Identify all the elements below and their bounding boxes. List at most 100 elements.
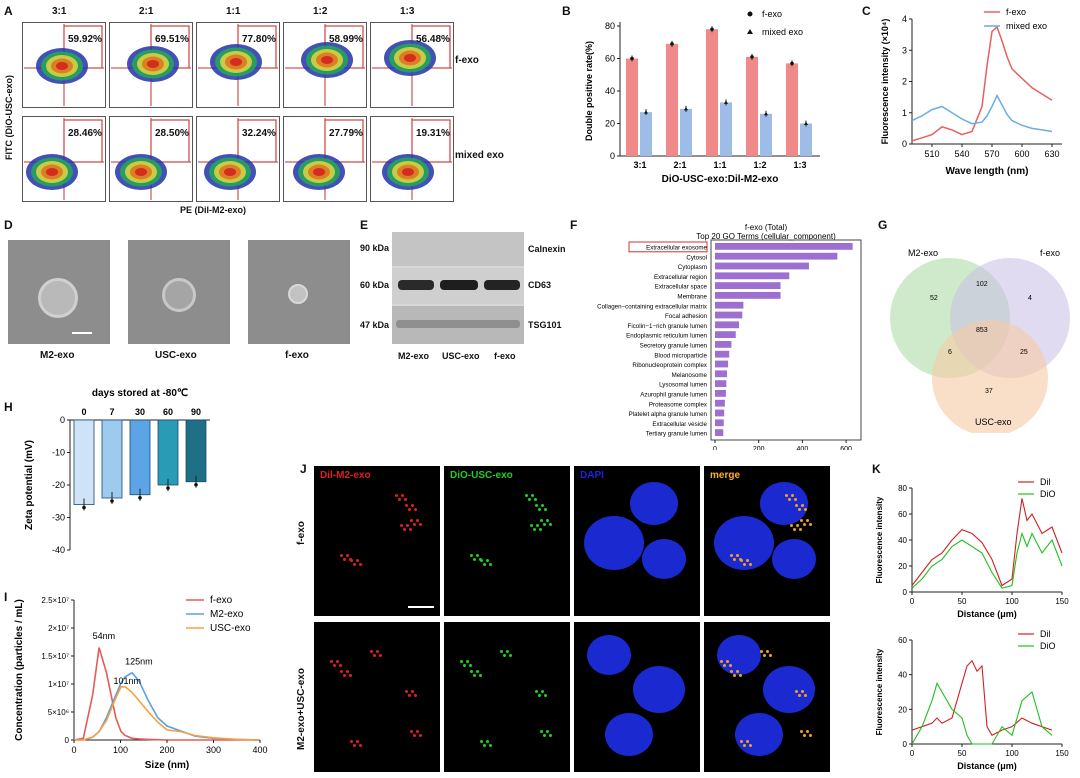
go-term-label: Cytoplasm xyxy=(678,264,707,271)
x-tick-label: 200 xyxy=(753,446,765,450)
ratio-label: 2:1 xyxy=(139,6,154,17)
gate-percentage: 28.50% xyxy=(155,128,189,139)
scale-bar xyxy=(408,606,434,608)
panel-b-bar-chart: 0 20 40 60 80 3:1 2:1 1:1 1:2 1:3 DiO-USC-exo:Dil-… xyxy=(584,9,820,184)
y-tick-label: 3 xyxy=(902,45,907,55)
y-axis-label: Fluorescence intensity xyxy=(875,648,884,735)
vesicle-signal xyxy=(509,654,512,657)
legend-marker-mixed-exo xyxy=(747,29,753,34)
go-bar xyxy=(715,370,728,378)
density-cloud xyxy=(321,56,333,64)
vesicle-signal xyxy=(736,670,739,673)
vesicle-signal xyxy=(405,504,408,507)
vesicle-signal xyxy=(463,664,466,667)
peak-label-101nm: 101nm xyxy=(114,676,142,686)
vesicle-signal xyxy=(379,654,382,657)
y-tick-label: 0 xyxy=(903,588,908,597)
data-point xyxy=(764,111,768,116)
bar-f-exo xyxy=(786,63,798,156)
vesicle-signal xyxy=(806,519,809,522)
gate-percentage: 32.24% xyxy=(242,128,276,139)
vesicle-signal xyxy=(419,523,422,526)
go-bar xyxy=(715,311,743,319)
series-line-dil xyxy=(911,498,1063,587)
vesicle-signal xyxy=(343,558,346,561)
data-point xyxy=(630,56,634,61)
vesicle-signal xyxy=(376,650,379,653)
vesicle-signal xyxy=(743,563,746,566)
vesicle-signal xyxy=(349,674,352,677)
bar-mixed-exo xyxy=(640,112,652,156)
vesicle-signal xyxy=(473,558,476,561)
vesicle-signal xyxy=(489,563,492,566)
legend-label: Dil xyxy=(1040,477,1051,487)
data-point xyxy=(804,121,808,125)
legend-f-exo: f-exo xyxy=(762,9,782,19)
tem-image-usc-exo xyxy=(128,240,230,344)
plot-frame xyxy=(710,239,862,441)
vesicle-signal xyxy=(543,523,546,526)
lane-m2-exo: M2-exo xyxy=(398,351,430,361)
nucleus xyxy=(587,635,631,675)
flow-plot: 69.51% xyxy=(109,22,193,108)
vesicle-signal xyxy=(405,690,408,693)
vesicle-signal xyxy=(373,654,376,657)
vesicle-signal xyxy=(480,740,483,743)
vesicle-signal xyxy=(346,554,349,557)
vesicle-signal xyxy=(525,494,528,497)
go-term-label: Extracellular vesicle xyxy=(652,421,707,428)
x-tick-label: 400 xyxy=(797,446,809,450)
vesicle-signal xyxy=(799,528,802,531)
y-tick-label: 40 xyxy=(898,671,907,680)
bar-f-exo xyxy=(626,58,638,156)
vesicle-signal xyxy=(486,740,489,743)
vesicle-signal xyxy=(359,563,362,566)
density-cloud xyxy=(147,60,159,68)
vesicle-signal xyxy=(541,690,544,693)
legend-mixed-exo: mixed exo xyxy=(762,27,803,37)
zeta-bar xyxy=(157,419,179,486)
vesicle-signal xyxy=(483,744,486,747)
vesicle-signal xyxy=(340,670,343,673)
vesicle-signal xyxy=(795,690,798,693)
ratio-label: 1:1 xyxy=(226,6,241,17)
go-bar xyxy=(715,262,809,270)
go-bar xyxy=(715,409,725,417)
panel-h-zeta-chart: days stored at -80℃ 0 -10 -20 -30 -40 0 7 30 60 90… xyxy=(24,388,210,555)
gate-box xyxy=(411,119,451,163)
panel-letter-e: E xyxy=(360,218,369,232)
vesicle-signal xyxy=(793,528,796,531)
flow-cytometry-grid: 3:1 59.92% 2:1 69.51% 1:1 77.80% 1:2 58.99% 1:3 5… xyxy=(22,6,522,208)
vesicle-signal xyxy=(414,508,417,511)
data-point xyxy=(138,495,142,500)
fluorescence-micrographs: Dil-M2-exo DiO-USC-exo DAPI merge xyxy=(314,466,830,772)
series-line-f-exo xyxy=(73,647,260,741)
venn-count-all: 853 xyxy=(976,327,988,334)
peak-label-125nm: 125nm xyxy=(125,656,153,666)
go-term-label: Blood microparticle xyxy=(654,352,707,359)
x-tick-label: 0 xyxy=(910,597,915,606)
nucleus xyxy=(717,635,761,675)
x-tick-label: 0 xyxy=(910,749,915,758)
vesicle-signal xyxy=(790,524,793,527)
x-tick-label: 510 xyxy=(924,149,939,159)
gate-percentage: 58.99% xyxy=(329,34,363,45)
vesicle-signal xyxy=(330,660,333,663)
legend-label: f-exo xyxy=(210,595,233,606)
vesicle-signal xyxy=(356,559,359,562)
vesicle-signal xyxy=(809,523,812,526)
chart-title: f-exo (Total) xyxy=(745,223,788,232)
vesicle-signal xyxy=(803,734,806,737)
lane-usc-exo: USC-exo xyxy=(442,351,480,361)
y-tick-label: 4 xyxy=(902,14,907,24)
micrograph-tile: merge xyxy=(704,466,830,616)
vesicle-signal xyxy=(544,694,547,697)
vesicle-signal xyxy=(733,558,736,561)
venn-count-m2-usc: 6 xyxy=(948,349,952,356)
vesicle-signal xyxy=(410,730,413,733)
vesicle-signal xyxy=(403,528,406,531)
vesicle-signal xyxy=(788,498,791,501)
vesicle-signal xyxy=(804,694,807,697)
y-tick-label: 80 xyxy=(605,21,615,31)
vesicle-signal xyxy=(416,519,419,522)
